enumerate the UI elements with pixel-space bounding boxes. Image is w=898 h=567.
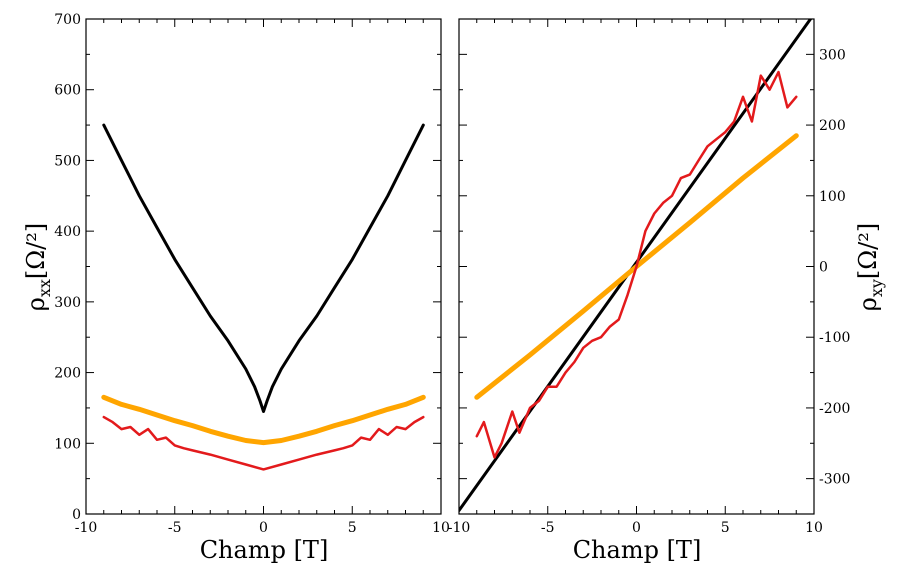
right-panel: -10 -5 0 5 10 -300 -200 -100 0 100 200 300 Champ [T… [448, 18, 886, 564]
left-series-line-1 [101, 394, 426, 446]
right-y-tick-label: 0 [819, 260, 828, 276]
left-y-axis-unit: [Ω/²] [22, 223, 50, 279]
right-ticks: -10 -5 0 5 10 -300 -200 -100 0 100 200 300 [448, 18, 850, 536]
right-x-axis-title: Champ [T] [573, 536, 702, 564]
left-y-tick-label: 500 [54, 153, 81, 169]
right-y-axis-title: ρxy[Ω/²] [854, 223, 886, 312]
right-series [459, 19, 812, 512]
right-y-tick-label: -100 [819, 330, 850, 346]
left-series-line-0 [102, 123, 425, 413]
right-x-tick-label: 0 [632, 520, 641, 536]
right-series-line-2 [475, 70, 798, 459]
left-y-tick-label: 0 [72, 507, 81, 523]
left-y-tick-label: 600 [54, 83, 81, 99]
right-y-tick-label: -200 [819, 401, 850, 417]
right-x-tick-label: -5 [541, 520, 555, 536]
left-series [101, 123, 426, 471]
left-x-tick-label: -10 [75, 520, 98, 536]
left-plot-frame [85, 18, 442, 515]
right-x-tick-label: 10 [805, 520, 823, 536]
right-y-tick-label: 300 [819, 47, 846, 63]
left-x-axis-title: Champ [T] [200, 536, 329, 564]
right-y-tick-label: 200 [819, 118, 846, 134]
right-x-tick-label: 5 [721, 520, 730, 536]
right-y-axis-sub: xy [867, 279, 886, 297]
left-y-tick-label: 100 [54, 436, 81, 452]
left-series-line-2 [102, 415, 425, 471]
left-x-tick-label: 0 [259, 520, 268, 536]
left-y-tick-label: 400 [54, 224, 81, 240]
left-y-tick-label: 700 [54, 12, 81, 28]
left-y-axis-title: ρxx[Ω/²] [22, 223, 54, 312]
left-x-tick-label: -5 [168, 520, 182, 536]
right-y-axis-main: ρ [854, 297, 882, 311]
left-y-axis-main: ρ [22, 297, 50, 311]
left-x-tick-label: 10 [432, 520, 450, 536]
left-y-axis-sub: xx [35, 279, 54, 297]
right-y-tick-label: 100 [819, 189, 846, 205]
right-y-tick-label: -300 [819, 472, 850, 488]
left-y-tick-label: 200 [54, 366, 81, 382]
right-x-tick-label: -10 [448, 520, 471, 536]
left-y-tick-label: 300 [54, 295, 81, 311]
right-y-axis-unit: [Ω/²] [854, 223, 882, 279]
left-x-tick-label: 5 [348, 520, 357, 536]
